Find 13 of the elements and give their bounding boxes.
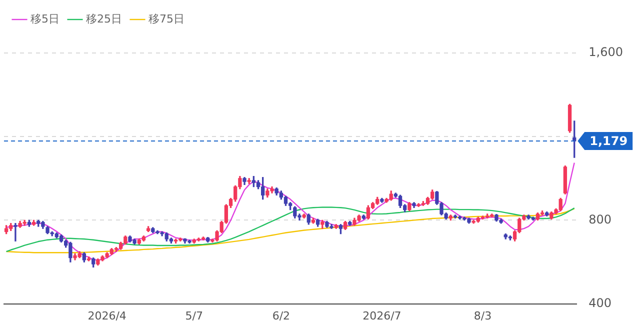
- ref-line-label: 1,179: [590, 134, 628, 148]
- legend-label: 移75日: [148, 12, 184, 26]
- x-tick-label: 8/3: [474, 309, 492, 322]
- y-tick-label: 1,600: [588, 45, 624, 60]
- legend-label: 移5日: [30, 12, 60, 26]
- candlestick: [14, 223, 18, 242]
- x-tick-label: 2026/7: [362, 309, 402, 322]
- x-tick-label: 6/2: [272, 309, 290, 322]
- legend-label: 移25日: [86, 12, 122, 26]
- y-tick-label: 800: [588, 212, 612, 226]
- x-tick-label: 5/7: [185, 309, 203, 322]
- y-tick-label: 400: [588, 296, 612, 310]
- x-tick-label: 2026/4: [88, 309, 126, 322]
